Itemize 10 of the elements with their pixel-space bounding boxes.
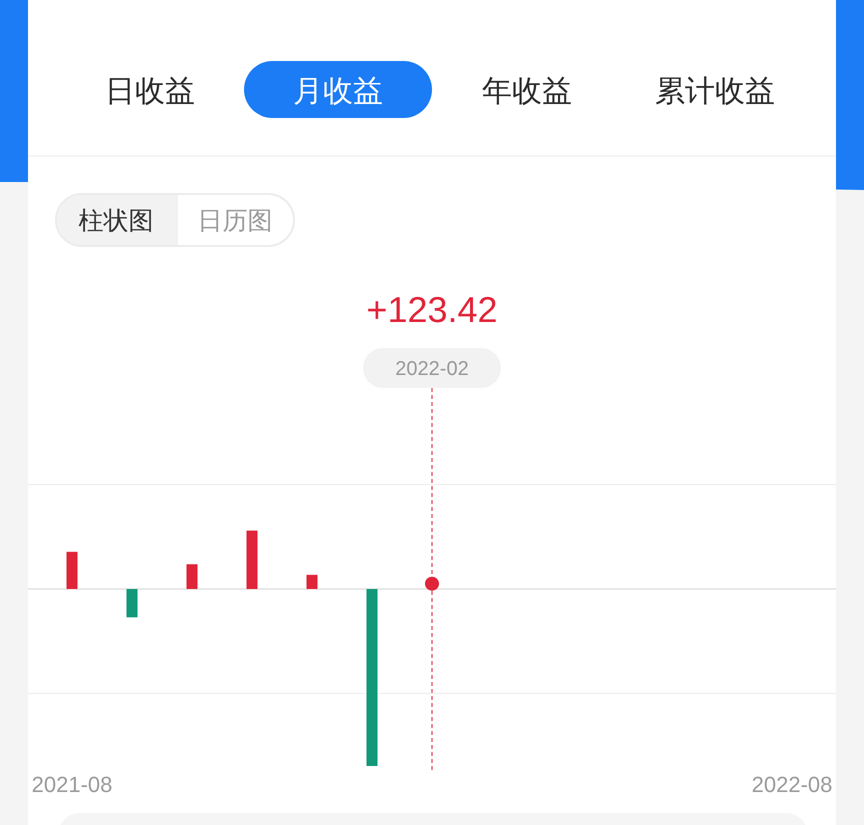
tab-label: 日收益	[105, 75, 195, 108]
tab-label: 年收益	[482, 75, 572, 108]
x-tick-label: 2022-08	[752, 772, 832, 797]
tab-label: 累计收益	[655, 75, 775, 108]
toggle-label: 日历图	[198, 207, 272, 235]
toggle-label: 柱状图	[78, 207, 154, 235]
tooltip-value: +123.42	[366, 289, 498, 330]
tooltip-date: 2022-02	[395, 358, 469, 380]
tab-label: 月收益	[293, 75, 383, 108]
x-tick-label: 2021-08	[32, 772, 112, 797]
